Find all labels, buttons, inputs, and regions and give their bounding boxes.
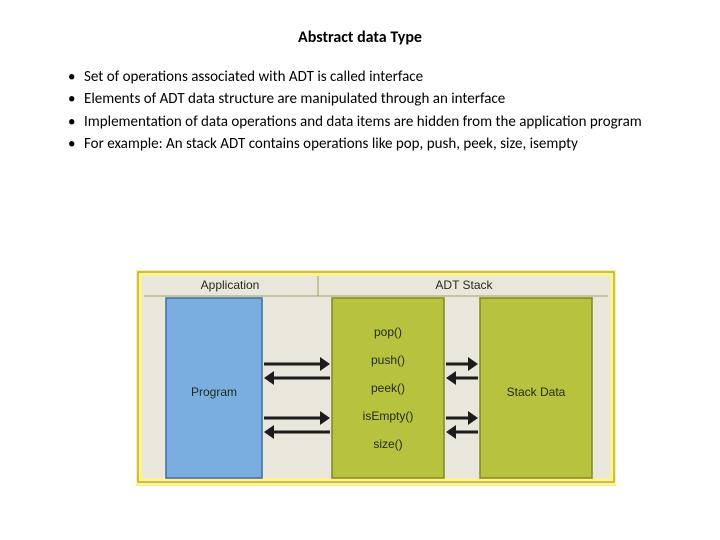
svg-text:isEmpty(): isEmpty() (363, 409, 414, 423)
bullet-item: For example: An stack ADT contains opera… (68, 134, 680, 154)
bullet-item: Implementation of data operations and da… (68, 112, 680, 132)
svg-text:push(): push() (371, 353, 405, 367)
bullet-item: Set of operations associated with ADT is… (68, 67, 680, 87)
svg-text:pop(): pop() (374, 325, 402, 339)
slide: Abstract data Type Set of operations ass… (0, 0, 720, 540)
bullet-item: Elements of ADT data structure are manip… (68, 89, 680, 109)
svg-text:ADT Stack: ADT Stack (435, 278, 493, 292)
svg-text:size(): size() (373, 437, 402, 451)
svg-text:Program: Program (191, 385, 237, 399)
svg-text:peek(): peek() (371, 381, 405, 395)
bullet-list: Set of operations associated with ADT is… (0, 67, 720, 154)
adt-diagram: Application ADT Stack Program pop() push() pe… (136, 270, 616, 486)
svg-text:Application: Application (201, 278, 260, 292)
svg-text:Stack Data: Stack Data (507, 385, 566, 399)
slide-title: Abstract data Type (0, 0, 720, 67)
